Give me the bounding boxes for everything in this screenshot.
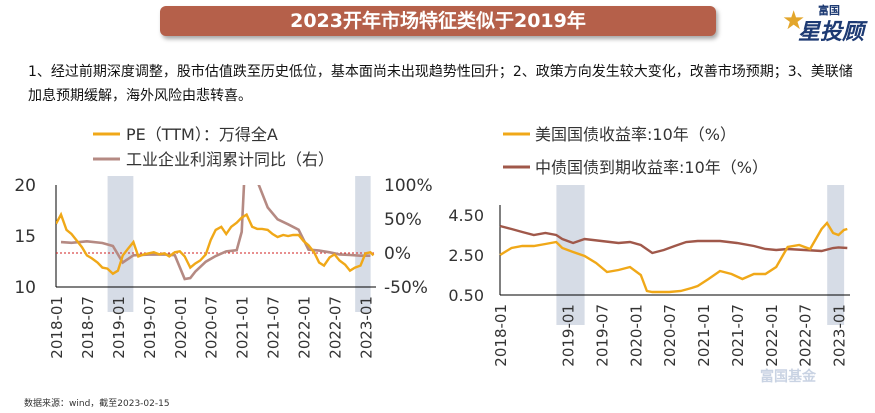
left-y-tick-label: 15 [14, 227, 36, 247]
left-y-tick-label: 20 [14, 176, 36, 196]
right-y-tick-label: 0% [384, 244, 411, 264]
legend-pe-label: PE（TTM）：万得全A [126, 125, 278, 144]
page-title: 2023开年市场特征类似于2019年 [160, 6, 716, 36]
right-y-tick-label: 50% [384, 210, 422, 230]
right-x-tick-label: 2021-01 [695, 304, 713, 367]
left-x-tick-label: 2022-01 [296, 296, 314, 359]
left-x-tick-label: 2018-07 [79, 296, 97, 359]
data-source: 数据来源：wind，截至2023-02-15 [24, 399, 170, 409]
left-x-tick-label: 2022-07 [327, 296, 345, 359]
left-x-tick-label: 2020-07 [203, 296, 221, 359]
right-y-tick-label: -50% [384, 278, 428, 298]
us-10y-yield-line [499, 220, 848, 294]
right-x-tick-label: 2020-07 [661, 304, 679, 367]
left-shade-0 [107, 176, 134, 312]
left-x-tick-label: 2020-01 [172, 296, 190, 359]
left-x-tick-label: 2019-07 [141, 296, 159, 359]
right-y-tick-label: 100% [384, 176, 433, 196]
right-shade-1 [827, 185, 845, 325]
cn-10y-yield-line [499, 224, 848, 255]
legend-profit-label: 工业企业利润累计同比（右） [126, 150, 334, 169]
right-x-tick-label: 2018-01 [492, 304, 510, 367]
right-x-tick-label: 2019-07 [594, 304, 612, 367]
left-x-tick-label: 2018-01 [48, 296, 66, 359]
profit-growth-line [60, 185, 371, 281]
description-text: 1、经过前期深度调整，股市估值跌至历史低位，基本面尚未出现趋势性回升；2、政策方… [28, 64, 853, 104]
right-x-tick-label: 2022-07 [797, 304, 815, 367]
left-y-tick-label: 10 [14, 278, 36, 298]
logo-line2: 星投顾 [798, 20, 865, 45]
right-x-tick-label: 2020-01 [627, 304, 645, 367]
legend-cn-label: 中债国债到期收益率:10年（%） [535, 158, 768, 177]
watermark: 富国基金 [760, 369, 816, 385]
left-x-tick-label: 2023-01 [357, 296, 375, 359]
right-chart-y-tick-label: 0.50 [448, 286, 484, 305]
left-x-tick-label: 2019-01 [110, 296, 128, 359]
brand-logo: ★ 富国 星投顾 [778, 2, 874, 45]
pe-ttm-line [56, 211, 375, 276]
right-chart-y-tick-label: 2.50 [448, 246, 484, 265]
left-shade-1 [355, 176, 371, 312]
right-chart-y-tick-label: 4.50 [448, 206, 484, 225]
star-icon: ★ [782, 6, 806, 36]
right-x-tick-label: 2021-07 [729, 304, 747, 367]
left-x-tick-label: 2021-07 [265, 296, 283, 359]
right-x-tick-label: 2023-01 [830, 304, 848, 367]
logo-line1: 富国 [818, 4, 840, 17]
legend-us-label: 美国国债收益率:10年（%） [535, 125, 736, 144]
right-x-tick-label: 2019-01 [560, 304, 578, 367]
right-x-tick-label: 2022-01 [763, 304, 781, 367]
left-x-tick-label: 2021-01 [234, 296, 252, 359]
